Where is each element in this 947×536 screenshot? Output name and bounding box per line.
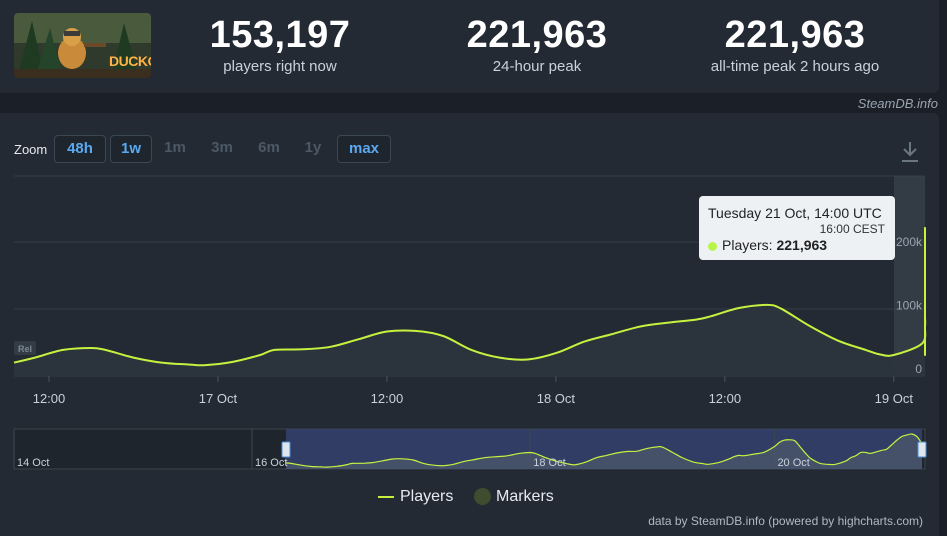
stat-alltime-peak: 221,963 all-time peak 2 hours ago bbox=[690, 14, 900, 75]
markers-legend-dot-icon bbox=[474, 488, 491, 506]
players-legend-line-icon bbox=[378, 495, 394, 498]
chart-panel bbox=[0, 113, 939, 536]
current-players-value: 153,197 bbox=[209, 14, 351, 56]
alltime-peak-label: all-time peak 2 hours ago bbox=[710, 58, 880, 75]
tooltip-series-value: 221,963 bbox=[776, 237, 828, 253]
zoom-1y-button[interactable]: 1y bbox=[304, 139, 322, 156]
zoom-1m-button[interactable]: 1m bbox=[164, 139, 186, 156]
tooltip-series: Players: 221,963 bbox=[708, 237, 827, 253]
tooltip-series-label: Players: bbox=[722, 237, 773, 253]
tooltip-subtitle: 16:00 CEST bbox=[819, 222, 885, 236]
series-dot-icon bbox=[708, 241, 717, 251]
game-art-image bbox=[14, 13, 151, 78]
download-icon[interactable] bbox=[899, 140, 921, 164]
peak-24h-value: 221,963 bbox=[466, 14, 608, 56]
chart-tooltip: Tuesday 21 Oct, 14:00 UTC 16:00 CEST Pla… bbox=[699, 196, 895, 260]
zoom-6m-button[interactable]: 6m bbox=[258, 139, 280, 156]
game-thumbnail[interactable]: DUCKOV bbox=[14, 13, 151, 78]
alltime-peak-value: 221,963 bbox=[724, 14, 866, 56]
current-players-label: players right now bbox=[223, 58, 337, 75]
stat-24h-peak: 221,963 24-hour peak bbox=[452, 14, 622, 75]
zoom-1w-button[interactable]: 1w bbox=[110, 135, 152, 163]
steamdb-credit[interactable]: SteamDB.info bbox=[857, 96, 938, 111]
zoom-label: Zoom bbox=[14, 142, 48, 157]
legend-markers-label: Markers bbox=[496, 488, 554, 505]
zoom-48h-button[interactable]: 48h bbox=[54, 135, 106, 163]
stat-current: 153,197 players right now bbox=[200, 14, 360, 75]
zoom-3m-button[interactable]: 3m bbox=[211, 139, 233, 156]
tooltip-title: Tuesday 21 Oct, 14:00 UTC bbox=[708, 205, 882, 221]
legend-players-label: Players bbox=[400, 488, 454, 505]
game-logo-text: DUCKOV bbox=[109, 53, 151, 69]
stats-bar: DUCKOV 153,197 players right now 221,963… bbox=[0, 0, 939, 93]
peak-24h-label: 24-hour peak bbox=[492, 58, 582, 75]
zoom-max-button[interactable]: max bbox=[337, 135, 391, 163]
footer-credit[interactable]: data by SteamDB.info (powered by highcha… bbox=[648, 514, 923, 528]
legend-markers[interactable]: Markers bbox=[474, 488, 554, 506]
legend-players[interactable]: Players bbox=[378, 488, 453, 506]
